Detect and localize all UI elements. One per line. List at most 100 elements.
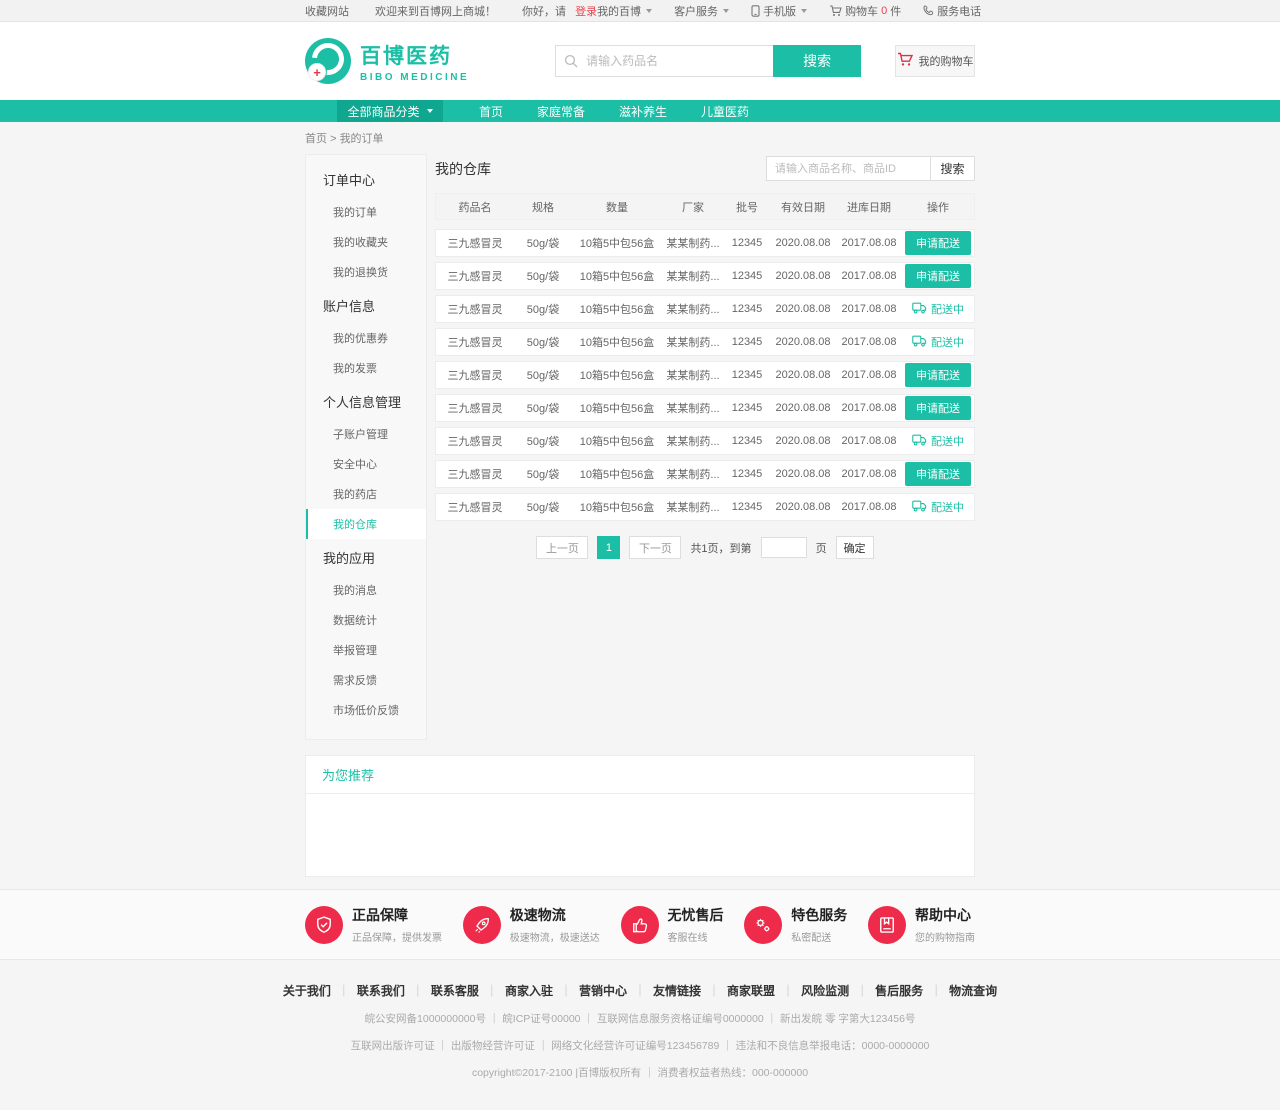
feature-item: 极速物流 极速物流，极速送达 — [462, 905, 600, 944]
sidebar-item[interactable]: 我的发票 — [333, 363, 377, 375]
cart-summary[interactable]: 购物车 0 件 — [829, 3, 901, 19]
sidebar-item[interactable]: 我的订单 — [333, 207, 377, 219]
table-cell: 某某制药... — [666, 403, 720, 415]
sidebar-item[interactable]: 我的仓库 — [306, 509, 426, 539]
table-cell: 50g/袋 — [526, 304, 560, 316]
login-link[interactable]: 登录 — [575, 5, 598, 18]
next-page-button[interactable]: 下一页 — [629, 536, 682, 559]
table-cell: 12345 — [731, 303, 763, 315]
confirm-page-button[interactable]: 确定 — [835, 536, 874, 559]
nav-link[interactable]: 儿童医药 — [701, 104, 750, 119]
table-cell: 三九感冒灵 — [447, 502, 503, 514]
table-cell: 2017.08.08 — [841, 270, 897, 282]
footer-link[interactable]: 营销中心 — [578, 984, 627, 998]
welcome-text: 欢迎来到百博网上商城！ — [375, 5, 496, 18]
footer-link[interactable]: 联系客服 — [430, 984, 479, 998]
apply-delivery-button[interactable]: 申请配送 — [905, 231, 971, 255]
apply-delivery-button[interactable]: 申请配送 — [905, 462, 971, 486]
table-cell: 50g/袋 — [526, 403, 560, 415]
footer-link[interactable]: 商家联盟 — [727, 984, 776, 998]
copyright-line: copyright©2017-2100 |百博版权所有 ｜ 消费者权益者热线：0… — [471, 1067, 809, 1079]
chevron-down-icon — [646, 8, 653, 13]
table-cell: 2017.08.08 — [841, 501, 897, 513]
feature-title: 极速物流 — [509, 907, 566, 923]
action-cell: 申请配送 — [902, 264, 974, 288]
column-header: 操作 — [927, 201, 949, 214]
breadcrumb-home[interactable]: 首页 — [305, 133, 327, 145]
breadcrumb-separator: > — [330, 133, 337, 145]
prev-page-button[interactable]: 上一页 — [536, 536, 589, 559]
table-cell: 2017.08.08 — [841, 435, 897, 447]
sidebar-item[interactable]: 举报管理 — [333, 645, 377, 657]
footer-link[interactable]: 友情链接 — [653, 984, 702, 998]
footer-separator: ｜ — [782, 984, 795, 998]
sidebar-item[interactable]: 我的药店 — [333, 489, 377, 501]
goto-page-input[interactable] — [760, 537, 807, 558]
sidebar-item[interactable]: 我的优惠券 — [333, 333, 388, 345]
recommend-title: 为您推荐 — [306, 756, 974, 794]
warehouse-search-input[interactable] — [766, 156, 931, 181]
thumb-up-icon — [620, 905, 659, 944]
service-phone-link[interactable]: 服务电话 — [923, 3, 981, 19]
feature-title: 正品保障 — [352, 907, 408, 923]
nav-link[interactable]: 首页 — [479, 104, 504, 119]
delivering-status[interactable]: 配送中 — [912, 301, 964, 317]
customer-service-menu[interactable]: 客户服务 — [674, 3, 730, 19]
footer-link[interactable]: 商家入驻 — [504, 984, 553, 998]
action-cell: 申请配送 — [902, 462, 974, 486]
sidebar-item[interactable]: 安全中心 — [333, 459, 377, 471]
footer-link[interactable]: 风险监测 — [801, 984, 850, 998]
current-page[interactable]: 1 — [597, 536, 621, 559]
sidebar-item[interactable]: 需求反馈 — [333, 675, 377, 687]
table-cell: 2020.08.08 — [775, 336, 831, 348]
delivering-status[interactable]: 配送中 — [912, 334, 964, 350]
footer-separator: ｜ — [930, 984, 943, 998]
my-bibo-menu[interactable]: 我的百博 — [597, 3, 653, 19]
logo[interactable]: + 百博医药 BIBO MEDICINE — [305, 36, 469, 84]
drug-search-input[interactable] — [555, 45, 774, 77]
footer-separator: ｜ — [708, 984, 721, 998]
footer-link[interactable]: 售后服务 — [875, 984, 924, 998]
chevron-down-icon — [723, 8, 730, 13]
sidebar-item[interactable]: 市场低价反馈 — [333, 705, 399, 717]
content: 我的仓库 搜索 药品名 规格 数量 厂家 批号 有效日期 进库日期 操作 三九感冒灵 50g/袋… — [435, 154, 975, 559]
footer-link[interactable]: 联系我们 — [356, 984, 405, 998]
mobile-version-menu[interactable]: 手机版 — [751, 3, 808, 19]
delivering-status[interactable]: 配送中 — [912, 433, 964, 449]
apply-delivery-button[interactable]: 申请配送 — [905, 363, 971, 387]
sidebar-item[interactable]: 我的退换货 — [333, 267, 388, 279]
apply-delivery-button[interactable]: 申请配送 — [905, 264, 971, 288]
sidebar-item[interactable]: 我的收藏夹 — [333, 237, 388, 249]
table-cell: 2017.08.08 — [841, 402, 897, 414]
my-cart-button[interactable]: 我的购物车 — [895, 45, 975, 77]
all-categories-menu[interactable]: 全部商品分类 — [337, 100, 443, 122]
footer-link[interactable]: 关于我们 — [282, 984, 331, 998]
table-cell: 12345 — [731, 402, 763, 414]
apply-delivery-button[interactable]: 申请配送 — [905, 396, 971, 420]
gears-icon — [744, 905, 783, 944]
warehouse-search-button[interactable]: 搜索 — [931, 156, 975, 181]
phone-icon — [923, 5, 934, 16]
recommend-body — [306, 794, 974, 876]
sidebar-group-title: 账户信息 — [323, 299, 376, 314]
table-cell: 某某制药... — [666, 238, 720, 250]
mobile-phone-icon — [751, 4, 760, 17]
nav-link[interactable]: 滋补养生 — [619, 104, 668, 119]
main-nav: 全部商品分类 首页 家庭常备 滋补养生 儿童医药 — [0, 100, 1280, 122]
table-cell: 三九感冒灵 — [447, 304, 503, 316]
footer-link[interactable]: 物流查询 — [949, 984, 998, 998]
sidebar-item[interactable]: 数据统计 — [333, 615, 377, 627]
feature-text: 帮助中心 您的购物指南 — [915, 905, 975, 944]
my-cart-label: 我的购物车 — [918, 56, 974, 68]
delivering-status[interactable]: 配送中 — [912, 499, 964, 515]
search-button[interactable]: 搜索 — [773, 45, 862, 77]
column-header: 有效日期 — [781, 201, 825, 214]
favorite-site-link[interactable]: 收藏网站 — [305, 5, 349, 18]
sidebar-item[interactable]: 我的消息 — [333, 585, 377, 597]
table-cell: 10箱5中包56盒 — [579, 502, 655, 514]
feature-title: 无忧售后 — [667, 907, 724, 923]
sidebar-item[interactable]: 子账户管理 — [333, 429, 388, 441]
table-cell: 12345 — [731, 237, 763, 249]
column-header: 厂家 — [682, 201, 704, 214]
nav-link[interactable]: 家庭常备 — [537, 104, 586, 119]
